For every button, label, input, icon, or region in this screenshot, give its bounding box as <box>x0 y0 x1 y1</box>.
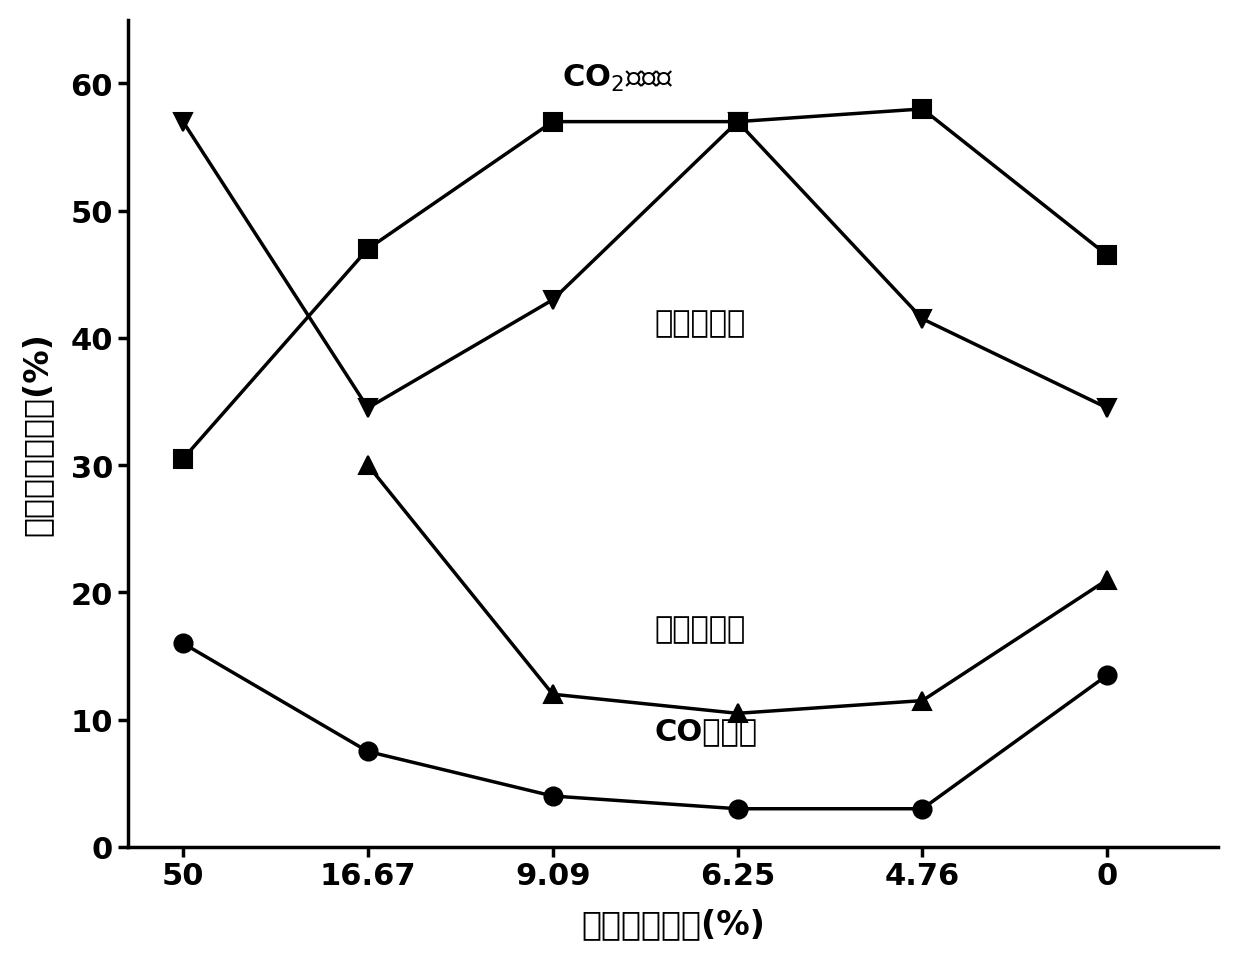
Text: CO选择性: CO选择性 <box>654 716 757 745</box>
X-axis label: 锂助剂的含量(%): 锂助剂的含量(%) <box>581 907 764 940</box>
Text: CO$_2$转化率: CO$_2$转化率 <box>563 62 674 94</box>
Text: 甲烷选择性: 甲烷选择性 <box>654 614 746 643</box>
Text: 芳烃选择性: 芳烃选择性 <box>654 309 746 338</box>
Y-axis label: 选择性或转化率(%): 选择性或转化率(%) <box>21 333 53 535</box>
